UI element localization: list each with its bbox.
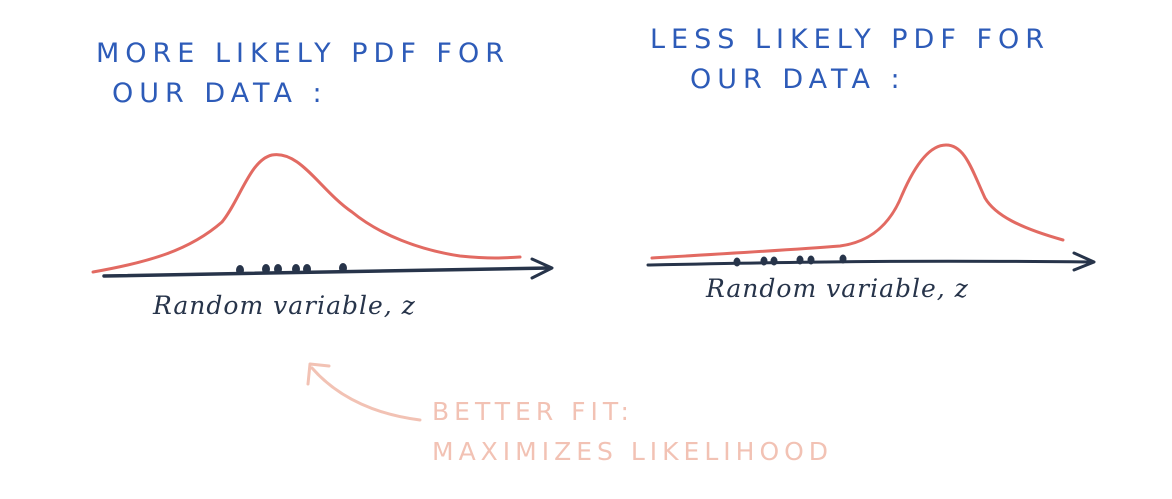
left-data-point: [274, 264, 282, 274]
right-axis-label: Random variable, z: [706, 274, 969, 303]
better-fit-arrow: [310, 366, 422, 422]
left-title-line-1: MORE LIKELY PDF FOR: [96, 38, 510, 69]
left-data-point: [292, 264, 300, 274]
left-data-point: [339, 263, 347, 273]
right-title-line-1: LESS LIKELY PDF FOR: [650, 24, 1050, 55]
right-data-point: [733, 257, 741, 267]
better-fit-annotation: BETTER FIT: MAXIMIZES LIKELIHOOD: [432, 392, 833, 472]
right-data-point: [760, 256, 768, 266]
left-axis-arrow: [102, 266, 552, 278]
left-panel-title: MORE LIKELY PDF FOR OUR DATA :: [96, 34, 510, 114]
right-axis-arrow: [646, 259, 1092, 267]
left-arrowhead: [530, 257, 554, 280]
right-title-line-2: OUR DATA :: [690, 64, 906, 95]
left-data-point: [262, 264, 270, 274]
left-data-point: [236, 265, 244, 275]
left-pdf-curve: [91, 153, 522, 274]
annotation-line-2: MAXIMIZES LIKELIHOOD: [432, 437, 834, 466]
left-title-line-2: OUR DATA :: [112, 78, 328, 109]
better-fit-arrowhead: [306, 362, 331, 386]
right-panel-title: LESS LIKELY PDF FOR OUR DATA :: [650, 20, 1050, 100]
right-pdf-curve: [650, 143, 1065, 260]
annotation-line-1: BETTER FIT:: [432, 397, 634, 426]
right-data-point: [807, 255, 815, 265]
right-data-point: [839, 254, 847, 264]
right-data-point: [770, 256, 778, 266]
right-arrowhead: [1072, 251, 1096, 272]
left-data-points: [236, 263, 347, 275]
right-data-point: [796, 255, 804, 265]
left-axis-label: Random variable, z: [153, 291, 416, 320]
right-data-points: [733, 254, 847, 267]
left-data-point: [303, 264, 311, 274]
